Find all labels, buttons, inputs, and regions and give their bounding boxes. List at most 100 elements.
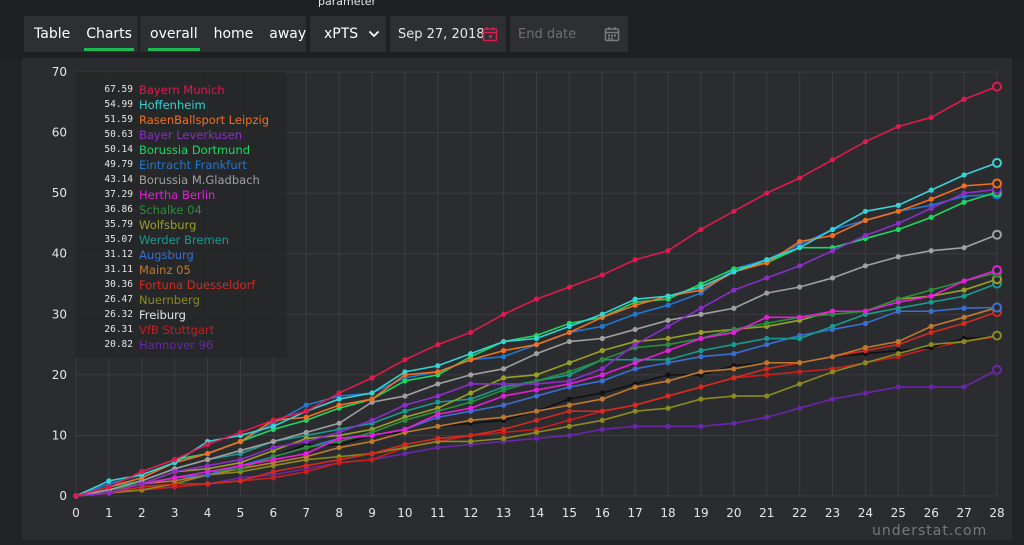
series-point (501, 435, 507, 442)
series-point (928, 248, 934, 254)
chevron-down-icon (369, 30, 380, 38)
series-point (665, 341, 671, 348)
series-point (468, 357, 474, 363)
series-point (336, 390, 342, 396)
series-point (303, 469, 309, 475)
series-point (764, 314, 770, 320)
series-point (566, 323, 572, 329)
legend-item[interactable]: 37.29 Hertha Berlin (75, 187, 215, 202)
legend-item[interactable]: 30.36 Fortuna Duesseldorf (75, 277, 255, 292)
legend-team-name: Bayern Munich (139, 82, 225, 97)
legend-item[interactable]: 26.31 VfB Stuttgart (75, 322, 214, 337)
series-point (303, 444, 309, 451)
legend-value: 31.12 (104, 249, 133, 260)
legend-team-name: Nuernberg (139, 292, 200, 307)
y-tick-label: 50 (52, 186, 67, 200)
legend-team-name: VfB Stuttgart (139, 322, 215, 337)
series-point (797, 175, 803, 181)
series-point (336, 402, 342, 408)
series-point (468, 390, 474, 396)
series-point (961, 172, 967, 178)
x-tick-label: 11 (430, 506, 445, 520)
legend-value: 35.79 (104, 219, 133, 230)
series-point (862, 217, 869, 223)
calendar-icon[interactable] (482, 26, 498, 42)
legend-item[interactable]: 26.32 Freiburg (75, 307, 186, 322)
series-point (632, 311, 638, 317)
series-point (731, 375, 737, 381)
x-tick-label: 3 (171, 506, 179, 520)
calendar-icon[interactable] (604, 26, 620, 42)
series-point (862, 360, 869, 366)
legend-item[interactable]: 67.59 Bayern Munich (75, 82, 225, 97)
series-point (698, 396, 704, 402)
tab-table[interactable]: Table (34, 26, 71, 42)
series-point (468, 438, 474, 445)
legend-value: 50.63 (104, 129, 133, 140)
series-point (237, 463, 244, 469)
series-point (566, 423, 572, 429)
series-point (928, 384, 934, 390)
legend-item[interactable]: 50.63 Bayer Leverkusen (75, 127, 242, 142)
series-point (797, 263, 803, 269)
x-tick-label: 12 (463, 506, 478, 520)
series-point (797, 335, 803, 342)
legend-item[interactable]: 49.79 Eintracht Frankfurt (75, 157, 247, 172)
series-point (895, 305, 901, 311)
series-point (698, 311, 704, 317)
series-point (698, 284, 704, 290)
series-point (336, 444, 342, 451)
legend-item[interactable]: 36.86 Schalke 04 (75, 202, 201, 217)
series-point (961, 278, 967, 284)
x-tick-label: 15 (562, 506, 577, 520)
series-point (961, 293, 967, 299)
series-point (336, 429, 342, 435)
legend-item[interactable]: 31.11 Mainz 05 (75, 262, 190, 277)
legend-value: 51.59 (104, 114, 133, 125)
legend-item[interactable]: 43.14 Borussia M.Gladbach (75, 172, 259, 187)
series-point (599, 426, 605, 432)
series-point (895, 123, 901, 130)
series-point (566, 284, 572, 290)
series-point (862, 308, 869, 314)
legend-item[interactable]: 54.99 Hoffenheim (75, 97, 205, 112)
series-point (895, 384, 901, 390)
tab-home[interactable]: home (213, 26, 254, 42)
x-tick-label: 27 (956, 506, 971, 520)
series-point (435, 341, 441, 348)
series-point (533, 372, 540, 378)
series-point (435, 411, 441, 417)
series-point (698, 329, 704, 336)
tab-overall[interactable]: overall (142, 16, 206, 52)
legend-item[interactable]: 35.79 Wolfsburg (75, 217, 196, 232)
series-point (566, 378, 572, 384)
series-point (665, 248, 671, 254)
series-point (632, 366, 638, 372)
series-point (533, 429, 540, 435)
series-point (797, 360, 803, 366)
legend-item[interactable]: 26.47 Nuernberg (75, 292, 200, 307)
legend-item[interactable]: 35.07 Werder Bremen (75, 232, 229, 247)
series-point (862, 139, 869, 145)
start-date-input[interactable]: Sep 27, 2018 (390, 16, 506, 52)
series-point (961, 245, 967, 251)
legend-value: 49.79 (104, 159, 133, 170)
series-point (369, 417, 375, 423)
series-point (369, 396, 375, 402)
series-point (599, 335, 605, 342)
x-tick-label: 2 (138, 506, 146, 520)
legend-item[interactable]: 50.14 Borussia Dortmund (75, 142, 250, 157)
parameter-select[interactable]: xPTS (310, 16, 386, 52)
series-point (303, 402, 309, 408)
tab-away[interactable]: away (269, 26, 307, 42)
x-tick-label: 25 (891, 506, 906, 520)
legend-item[interactable]: 51.59 RasenBallsport Leipzig (75, 112, 269, 127)
legend-value: 31.11 (104, 264, 133, 275)
tab-charts[interactable]: Charts (78, 16, 140, 52)
end-date-input[interactable]: End date (510, 16, 628, 52)
legend-item[interactable]: 31.12 Augsburg (75, 247, 193, 262)
legend-value: 36.86 (104, 204, 133, 215)
series-point (731, 287, 737, 293)
series-point (303, 414, 309, 420)
legend-item[interactable]: 20.82 Hannover 96 (75, 337, 213, 352)
